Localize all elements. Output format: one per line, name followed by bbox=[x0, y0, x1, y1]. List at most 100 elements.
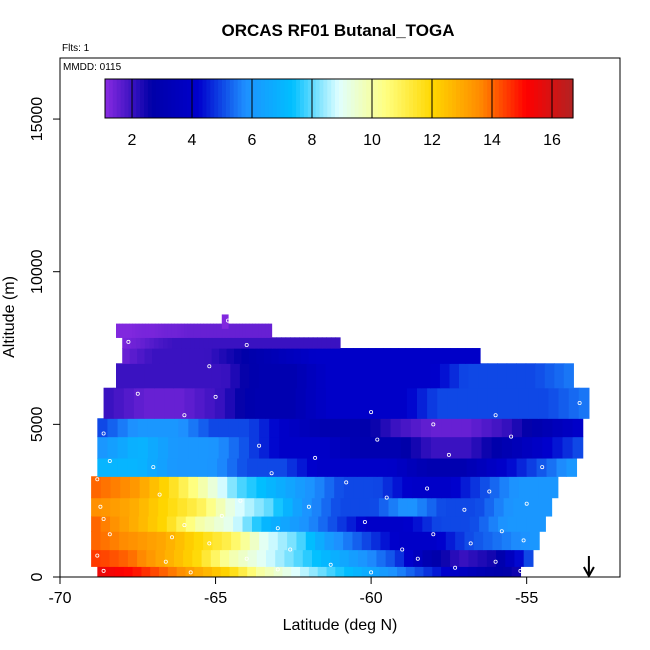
heatmap-cell bbox=[548, 387, 560, 419]
heatmap-cell bbox=[203, 323, 208, 338]
heatmap-cell bbox=[394, 549, 405, 567]
heatmap-cell bbox=[100, 531, 111, 551]
heatmap-cell bbox=[508, 387, 519, 419]
colorbar-tick-label: 4 bbox=[188, 132, 197, 149]
heatmap-cell bbox=[370, 436, 382, 459]
heatmap-cell bbox=[174, 387, 186, 419]
heatmap-cell bbox=[309, 418, 321, 438]
heatmap-cell bbox=[238, 418, 250, 438]
heatmap-cell bbox=[183, 549, 193, 567]
colorbar-segment bbox=[366, 79, 371, 118]
heatmap-cell bbox=[532, 418, 543, 438]
colorbar-segment bbox=[553, 79, 558, 118]
flight-sample-point bbox=[213, 394, 218, 399]
heatmap-cell bbox=[150, 566, 160, 577]
heatmap-cell bbox=[253, 337, 259, 349]
heatmap-cell bbox=[178, 418, 189, 438]
heatmap-cell bbox=[491, 436, 503, 459]
heatmap-cell bbox=[371, 531, 382, 551]
heatmap-cell bbox=[315, 387, 327, 419]
heatmap-cell bbox=[164, 323, 169, 338]
flight-sample-point bbox=[98, 504, 103, 509]
heatmap-cell bbox=[441, 436, 452, 459]
colorbar-segment bbox=[339, 79, 344, 118]
heatmap-cell bbox=[360, 348, 369, 364]
heatmap-cell bbox=[295, 387, 307, 419]
colorbar-segment bbox=[280, 79, 285, 118]
heatmap-cell bbox=[286, 348, 295, 364]
heatmap-cell bbox=[542, 418, 553, 438]
colorbar-tick-label: 2 bbox=[128, 132, 137, 149]
heatmap-cell bbox=[234, 348, 243, 364]
colorbar-segment bbox=[175, 79, 180, 118]
heatmap-cell bbox=[370, 566, 380, 577]
heatmap-cell bbox=[337, 515, 348, 532]
colorbar-segment bbox=[569, 79, 574, 118]
heatmap-cell bbox=[291, 566, 301, 577]
heatmap-cell bbox=[450, 515, 461, 532]
heatmap-cell bbox=[528, 476, 539, 499]
heatmap-cell bbox=[511, 436, 523, 459]
heatmap-cell bbox=[420, 363, 432, 389]
flight-sample-point bbox=[135, 391, 140, 396]
heatmap-cell bbox=[516, 363, 527, 389]
colorbar-tick-label: 12 bbox=[423, 132, 441, 149]
heatmap-cell bbox=[356, 387, 368, 419]
heatmap-cell bbox=[315, 531, 326, 551]
heatmap-cell bbox=[477, 387, 489, 419]
flight-sample-point bbox=[328, 562, 333, 567]
heatmap-cell bbox=[258, 337, 264, 349]
colorbar-segment bbox=[108, 79, 114, 118]
flight-sample-point bbox=[425, 486, 430, 491]
heatmap-cell bbox=[353, 348, 362, 364]
heatmap-cell bbox=[198, 476, 209, 499]
colorbar-tick-label: 6 bbox=[248, 132, 257, 149]
heatmap-cell bbox=[207, 457, 218, 477]
colorbar-segment bbox=[276, 79, 282, 118]
heatmap-cell bbox=[100, 497, 111, 517]
heatmap-cell bbox=[446, 497, 457, 517]
heatmap-cell bbox=[398, 348, 407, 364]
heatmap-cell bbox=[427, 348, 436, 364]
heatmap-cell bbox=[358, 549, 368, 567]
heatmap-cell bbox=[190, 337, 196, 349]
heatmap-cell bbox=[532, 436, 543, 459]
heatmap-cell bbox=[385, 549, 396, 567]
heatmap-cell bbox=[215, 497, 226, 517]
heatmap-cell bbox=[276, 337, 282, 349]
heatmap-cell bbox=[158, 323, 162, 338]
heatmap-cell bbox=[265, 323, 269, 338]
heatmap-cell bbox=[296, 457, 308, 477]
flight-sample-point bbox=[225, 318, 230, 323]
heatmap-cell bbox=[91, 497, 102, 517]
heatmap-cell bbox=[110, 476, 121, 499]
heatmap-cell bbox=[518, 387, 529, 419]
flight-sample-point bbox=[238, 498, 243, 503]
heatmap-cell bbox=[382, 476, 394, 499]
heatmap-cell bbox=[137, 348, 146, 364]
colorbar-segment bbox=[315, 79, 321, 118]
heatmap-cell bbox=[197, 457, 208, 477]
heatmap-cell bbox=[431, 418, 442, 438]
heatmap-cell bbox=[185, 515, 196, 532]
heatmap-cell bbox=[229, 323, 234, 338]
colorbar-segment bbox=[128, 79, 133, 118]
colorbar-segment bbox=[502, 79, 508, 118]
heatmap-cell bbox=[239, 363, 250, 389]
colorbar-segment bbox=[198, 79, 204, 118]
heatmap-cell bbox=[97, 436, 109, 459]
flight-sample-point bbox=[499, 529, 504, 534]
heatmap-cell bbox=[245, 387, 256, 419]
flight-sample-point bbox=[244, 556, 249, 561]
heatmap-cell bbox=[256, 348, 265, 364]
heatmap-cell bbox=[256, 566, 266, 577]
heatmap-cell bbox=[119, 497, 131, 517]
heatmap-cell bbox=[297, 363, 308, 389]
heatmap-cell bbox=[203, 566, 213, 577]
heatmap-cell bbox=[198, 436, 210, 459]
flight-sample-point bbox=[362, 520, 367, 525]
heatmap-cell bbox=[238, 566, 248, 577]
heatmap-cell bbox=[312, 337, 318, 349]
heatmap-cell bbox=[451, 418, 462, 438]
heatmap-cell bbox=[106, 566, 116, 577]
